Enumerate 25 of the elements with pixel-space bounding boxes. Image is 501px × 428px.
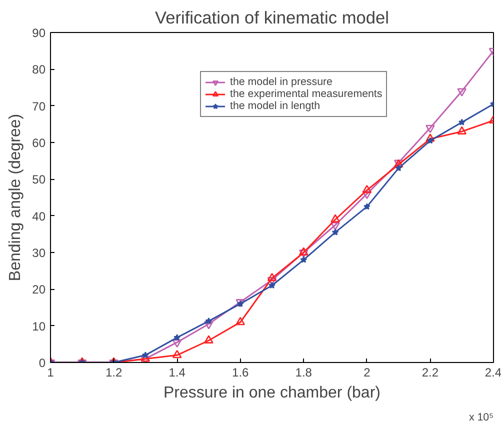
y-tick-label: 60: [32, 136, 46, 150]
y-tick-label: 80: [32, 62, 46, 77]
x-tick-label: 1.6: [232, 366, 250, 380]
chart-title: Verification of kinematic model: [154, 8, 390, 28]
y-tick-label: 40: [32, 209, 46, 224]
y-tick-label: 30: [32, 246, 46, 260]
x-tick-label: 1.8: [295, 366, 312, 380]
y-tick-label: 0: [38, 356, 46, 370]
y-tick-label: 90: [32, 26, 46, 40]
x-tick-label: 1: [47, 366, 54, 380]
x-tick-label: 1.2: [105, 366, 122, 380]
y-tick-label: 10: [32, 319, 46, 334]
y-tick-label: 50: [32, 172, 46, 187]
x-tick-label: 2.4: [484, 366, 501, 380]
y-axis-title: Bending angle (degree): [7, 114, 24, 282]
y-tick-label: 70: [32, 99, 46, 114]
x-tick-label: 2.2: [422, 366, 439, 380]
legend-label: the experimental measurements: [230, 88, 382, 100]
legend-label: the model in pressure: [230, 76, 332, 88]
x-tick-label: 2: [364, 366, 371, 380]
x-axis-title: Pressure in one chamber (bar): [164, 384, 380, 402]
text: x 10⁵: [468, 412, 494, 424]
x-tick-label: 1.4: [168, 366, 186, 380]
y-tick-label: 20: [32, 282, 46, 297]
legend-label: the model in length: [230, 100, 320, 112]
